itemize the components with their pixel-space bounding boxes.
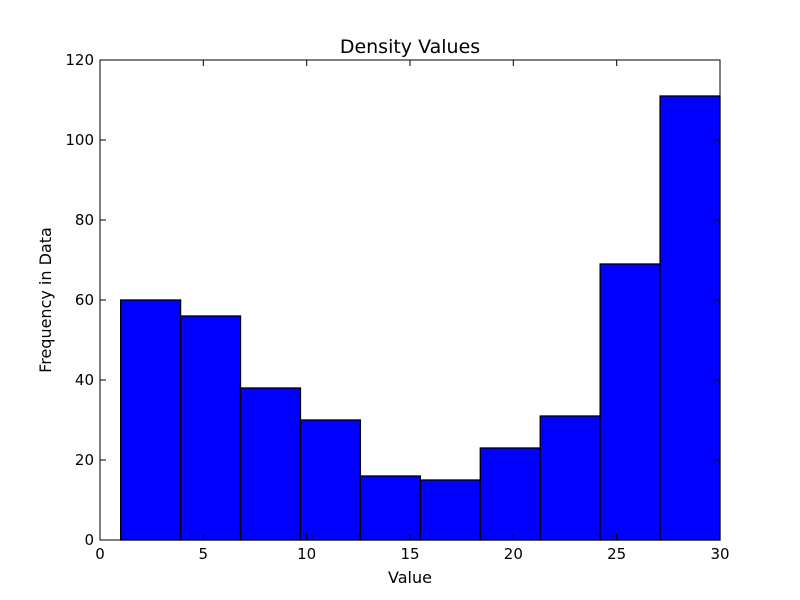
y-tick-label: 40 <box>75 371 94 389</box>
x-tick-label: 0 <box>95 545 105 563</box>
bars-group <box>120 95 721 541</box>
y-tick-label: 100 <box>65 131 94 149</box>
histogram-bar <box>120 299 182 541</box>
histogram-bar <box>599 263 661 541</box>
histogram-bar <box>299 419 362 541</box>
histogram-bar <box>659 95 721 541</box>
x-axis-label: Value <box>388 568 432 587</box>
y-axis-label: Frequency in Data <box>36 227 55 373</box>
y-tick-label: 0 <box>84 531 94 549</box>
histogram-bar <box>239 387 302 541</box>
histogram-bar <box>359 475 421 541</box>
y-tick-label: 80 <box>75 211 94 229</box>
x-tick-label: 10 <box>297 545 316 563</box>
x-tick-label: 15 <box>400 545 419 563</box>
chart-title: Density Values <box>340 36 480 58</box>
x-tick-label: 30 <box>710 545 729 563</box>
histogram-bar <box>179 315 242 541</box>
histogram-bar <box>419 479 481 541</box>
x-tick-label: 5 <box>199 545 209 563</box>
y-tick-label: 20 <box>75 451 94 469</box>
histogram-bar <box>539 415 601 541</box>
histogram-bar <box>479 447 541 541</box>
ticks-group: 0 5 10 15 20 25 30 0 20 40 60 80 100 120 <box>65 51 729 563</box>
x-tick-label: 20 <box>504 545 523 563</box>
y-tick-label: 120 <box>65 51 94 69</box>
y-tick-label: 60 <box>75 291 94 309</box>
x-tick-label: 25 <box>607 545 626 563</box>
